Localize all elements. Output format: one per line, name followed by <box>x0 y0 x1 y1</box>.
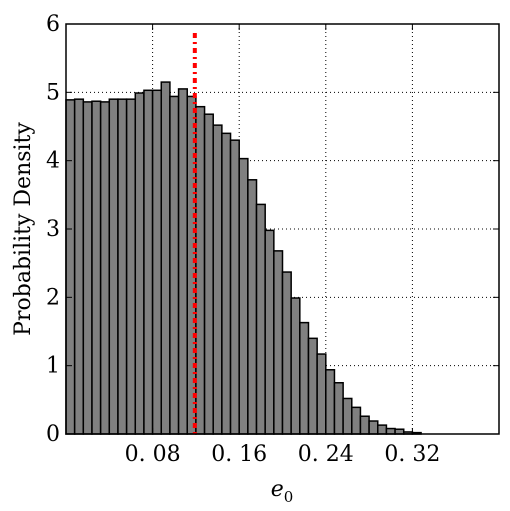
histogram-bar <box>351 406 362 435</box>
histogram-bar <box>368 420 379 435</box>
histogram-bar <box>221 132 232 435</box>
histogram-bar <box>125 98 137 435</box>
histogram-bar <box>134 92 145 435</box>
tick-marks <box>66 23 499 435</box>
histogram-bar <box>290 297 301 435</box>
histogram-bar <box>325 369 336 435</box>
histogram-bar <box>203 113 214 435</box>
histogram-bar <box>177 88 188 435</box>
histogram-bar <box>195 105 206 435</box>
histogram-bar <box>99 101 111 435</box>
x-tick-labels: 0. 08 0. 16 0. 24 0. 32 <box>125 442 441 467</box>
y-tick-label: 1 <box>46 354 60 379</box>
histogram-bar <box>273 250 284 435</box>
histogram-bar <box>229 139 240 435</box>
histogram-bar <box>342 397 353 435</box>
x-tick-label: 0. 08 <box>125 442 181 467</box>
x-tick-label: 0. 32 <box>384 442 440 467</box>
histogram-bar <box>359 415 370 435</box>
histogram-bar <box>247 179 258 435</box>
x-axis-title-main: e <box>271 477 284 502</box>
x-axis-title: e0 <box>271 477 294 506</box>
histogram-bar <box>108 98 119 435</box>
histogram-bar <box>151 89 163 435</box>
y-tick-labels: 0 1 2 3 4 5 6 <box>46 12 60 447</box>
y-tick-label: 2 <box>46 285 60 310</box>
y-tick-label: 4 <box>46 149 60 174</box>
histogram-bar <box>377 424 388 435</box>
y-tick-label: 0 <box>46 422 60 447</box>
histogram-bar <box>238 157 249 435</box>
histogram-bar <box>299 321 310 435</box>
y-tick-label: 6 <box>46 12 60 37</box>
x-axis-title-subscript: 0 <box>284 488 294 506</box>
y-tick-label: 5 <box>46 80 60 105</box>
histogram-bar <box>385 427 396 435</box>
histogram-bar <box>82 101 93 435</box>
histogram-bar <box>307 337 318 435</box>
histogram-bar <box>316 353 327 435</box>
histogram-bars <box>65 81 422 435</box>
histogram-bar <box>169 95 180 435</box>
histogram-bar <box>117 98 128 435</box>
y-axis-title: Probability Density <box>11 122 36 336</box>
x-tick-label: 0. 24 <box>298 442 354 467</box>
histogram-bar <box>143 89 154 435</box>
histogram-bar <box>73 98 85 435</box>
histogram-bar <box>255 203 266 435</box>
histogram-bar <box>264 229 275 435</box>
y-tick-label: 3 <box>46 217 60 242</box>
histogram-bar <box>160 81 171 435</box>
histogram-bar <box>65 99 76 435</box>
histogram-bar <box>333 382 344 435</box>
x-tick-label: 0. 16 <box>211 442 267 467</box>
histogram-bar <box>212 124 223 435</box>
histogram-bar <box>281 271 292 435</box>
histogram-bar <box>91 100 102 435</box>
